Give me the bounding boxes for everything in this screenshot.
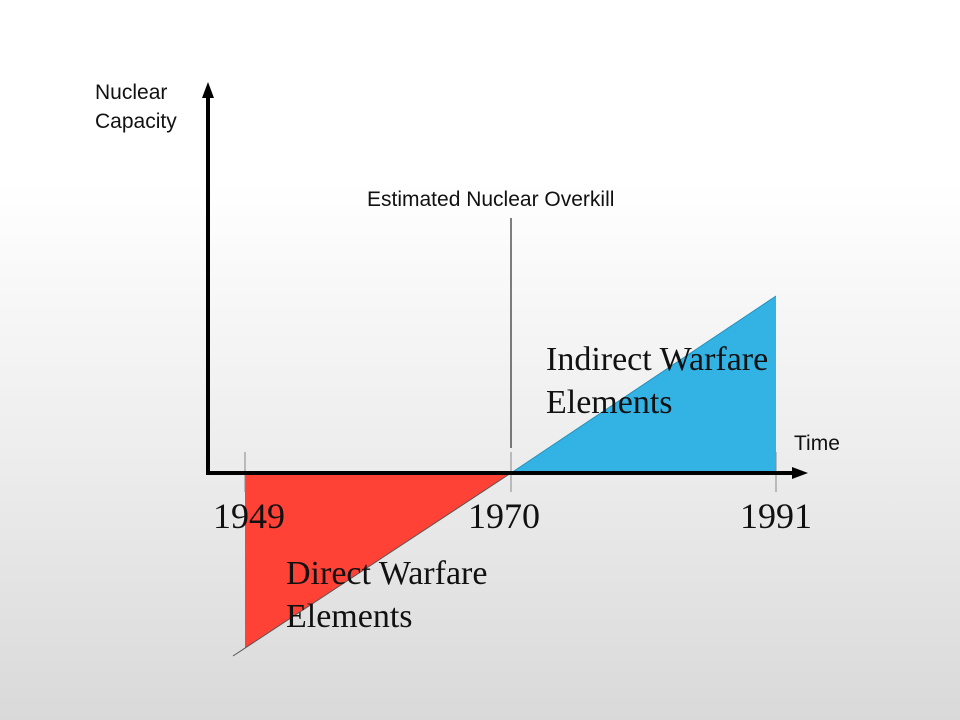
- indirect-warfare-label-line2: Elements: [546, 384, 673, 421]
- indirect-warfare-edge: [510, 295, 777, 474]
- y-axis-label: Nuclear Capacity: [95, 78, 177, 136]
- x-axis-label: Time: [794, 432, 840, 455]
- direct-warfare-label: Direct Warfare Elements: [286, 552, 487, 638]
- direct-warfare-label-line1: Direct Warfare: [286, 555, 488, 592]
- direct-warfare-label-line2: Elements: [286, 598, 413, 635]
- y-axis-label-line1: Nuclear: [95, 81, 168, 104]
- year-1991-label: 1991: [740, 496, 812, 536]
- year-1949-label: 1949: [213, 496, 285, 536]
- overkill-label: Estimated Nuclear Overkill: [367, 188, 615, 211]
- x-axis-arrow-icon: [792, 467, 808, 479]
- y-axis-label-line2: Capacity: [95, 110, 177, 133]
- indirect-warfare-label-line1: Indirect Warfare: [546, 341, 769, 378]
- indirect-warfare-label: Indirect Warfare Elements: [546, 338, 768, 424]
- y-axis-arrow-icon: [202, 82, 214, 98]
- year-1970-label: 1970: [468, 496, 540, 536]
- direct-warfare-edge: [232, 472, 512, 657]
